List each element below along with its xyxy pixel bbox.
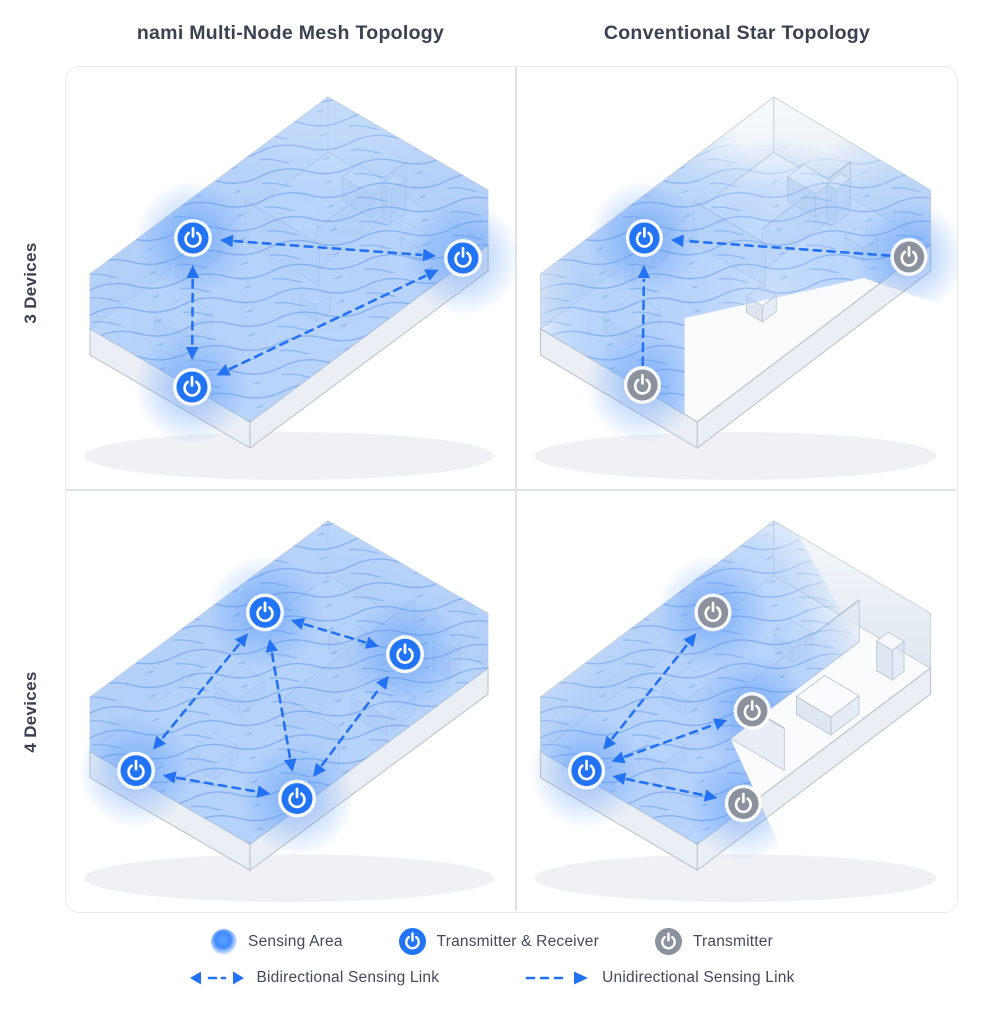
transmitter-icon (654, 928, 682, 955)
transmitter-receiver-node (444, 239, 482, 277)
transmitter-node (890, 238, 928, 276)
transmitter-receiver-node (174, 219, 212, 257)
legend-label: Unidirectional Sensing Link (602, 969, 795, 986)
legend-item-transmitter: Transmitter (654, 928, 773, 955)
legend-row-nodes: Sensing Area Transmitter & Receiver Tran… (211, 928, 773, 955)
transmitter-receiver-node (386, 635, 424, 674)
legend-label: Sensing Area (248, 932, 343, 950)
sensing-links (637, 234, 891, 367)
legend-item-bidirectional-link: Bidirectional Sensing Link (189, 969, 439, 987)
legend-label: Transmitter & Receiver (436, 932, 599, 950)
transmitter-receiver-node (246, 593, 284, 632)
transmitter-node (694, 593, 732, 632)
transmitter-receiver-node (625, 219, 664, 257)
sensing-links (185, 234, 439, 376)
legend-item-transmitter-receiver: Transmitter & Receiver (398, 928, 599, 955)
bidirectional-link-icon (190, 971, 245, 985)
transmitter-node (623, 366, 662, 404)
legend-item-unidirectional-link: Unidirectional Sensing Link (525, 969, 794, 987)
column-header-star-topology: Conventional Star Topology (603, 22, 871, 44)
panel-mesh-4-devices (78, 519, 494, 903)
transmitter-node (733, 692, 771, 730)
transmitter-receiver-icon (398, 928, 426, 955)
row-label-4-devices: 4 Devices (21, 671, 40, 753)
sensing-area-icon (211, 928, 238, 955)
panel-star-4-devices (529, 519, 937, 903)
legend-row-links: Bidirectional Sensing Link Unidirectiona… (189, 969, 794, 987)
legend: Sensing Area Transmitter & Receiver Tran… (0, 928, 984, 987)
legend-label: Transmitter (692, 932, 773, 950)
row-divider (66, 489, 956, 491)
transmitter-receiver-node (567, 751, 606, 790)
transmitter-receiver-node (278, 779, 316, 818)
row-label-3-devices: 3 Devices (21, 242, 40, 324)
grid-border (65, 66, 958, 913)
sensing-area (78, 520, 488, 857)
transmitter-receiver-node (117, 751, 155, 790)
panel-star-3-devices (534, 96, 958, 480)
unidirectional-link-icon (525, 971, 589, 985)
legend-label: Bidirectional Sensing Link (256, 969, 440, 986)
legend-item-sensing-area: Sensing Area (211, 928, 343, 955)
sensing-links (603, 633, 728, 802)
panel-mesh-3-devices (84, 96, 516, 480)
sensing-area (90, 97, 516, 445)
sensing-links (153, 617, 389, 798)
transmitter-node (724, 784, 762, 823)
transmitter-receiver-node (173, 368, 211, 406)
column-header-mesh-topology: nami Multi-Node Mesh Topology (136, 22, 445, 44)
